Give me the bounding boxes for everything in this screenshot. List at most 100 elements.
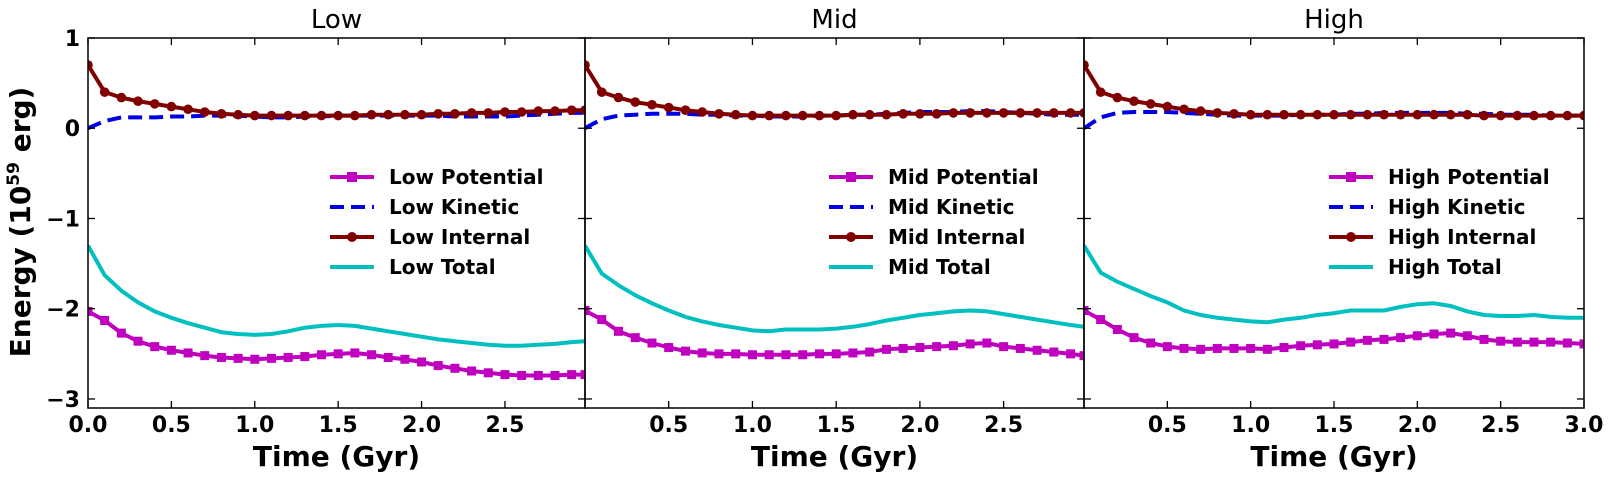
potential-marker: [1079, 351, 1084, 361]
axes-frame: [1083, 37, 1585, 409]
potential-marker: [1032, 345, 1042, 355]
legend-label: Low Internal: [389, 225, 530, 249]
potential-marker: [88, 306, 93, 316]
potential-marker: [300, 352, 310, 362]
x-tick-label: 2.5: [984, 413, 1023, 438]
potential-marker: [467, 366, 477, 376]
potential-marker: [1562, 338, 1572, 348]
internal-marker: [1195, 106, 1206, 116]
internal-marker: [764, 110, 774, 121]
potential-marker: [333, 349, 343, 359]
potential-marker: [1396, 333, 1406, 343]
internal-marker: [433, 109, 444, 119]
internal-marker: [1379, 109, 1389, 120]
potential-marker: [1229, 343, 1239, 353]
x-tick-label: 2.5: [485, 413, 524, 438]
internal-marker: [383, 109, 394, 120]
potential-marker: [1162, 342, 1172, 352]
internal-marker: [1112, 92, 1123, 103]
potential-marker: [1212, 343, 1222, 353]
potential-marker: [1546, 337, 1556, 347]
internal-marker: [1495, 110, 1506, 121]
internal-marker: [466, 108, 477, 118]
x-tick-label: 1.5: [817, 413, 856, 438]
y-tick-label: 0: [65, 117, 80, 142]
potential-marker: [200, 351, 210, 361]
internal-marker: [1084, 60, 1089, 70]
internal-marker: [714, 109, 724, 119]
series-line-total: [585, 244, 1084, 334]
internal-marker: [982, 108, 992, 118]
y-axis-label: Energy (1059 erg): [4, 87, 37, 358]
potential-marker: [647, 338, 657, 348]
potential-marker: [1346, 337, 1356, 347]
potential-marker: [1146, 338, 1156, 348]
legend-label: High Potential: [1388, 165, 1550, 189]
potential-marker: [848, 348, 858, 358]
series-line-total: [88, 244, 585, 348]
potential-marker: [1262, 344, 1272, 354]
internal-marker: [1362, 109, 1373, 120]
y-tick-label: −1: [46, 207, 80, 232]
internal-marker: [533, 106, 544, 116]
panel-title: Low: [311, 5, 362, 35]
x-axis-label: Time (Gyr): [751, 440, 918, 473]
internal-marker: [1032, 108, 1042, 118]
potential-marker: [400, 354, 410, 364]
internal-marker: [1229, 109, 1239, 119]
panel-mid: Mid 0.5 1.0 1.5 2.0 2.5 Time (Gyr) Mid Potentia…: [584, 5, 1085, 473]
potential-marker: [183, 348, 193, 358]
internal-marker: [116, 92, 127, 103]
x-tick-label: 2.5: [1481, 413, 1520, 438]
potential-marker: [1015, 343, 1025, 353]
internal-marker: [166, 101, 177, 112]
internal-marker: [400, 109, 410, 120]
legend-label: Mid Potential: [888, 165, 1039, 189]
potential-marker: [216, 352, 226, 362]
potential-marker: [1066, 349, 1076, 359]
legend-marker: [347, 232, 357, 242]
x-tick-label: 2.0: [900, 413, 939, 438]
internal-marker: [1445, 109, 1456, 120]
potential-marker: [166, 345, 176, 355]
internal-marker: [814, 110, 825, 121]
legend-label: Low Total: [389, 255, 496, 279]
legend-marker: [846, 232, 856, 242]
internal-marker: [1529, 110, 1539, 121]
internal-marker: [680, 105, 691, 115]
internal-marker: [1015, 108, 1026, 118]
internal-marker: [266, 110, 277, 121]
potential-marker: [915, 343, 925, 353]
potential-marker: [714, 349, 724, 359]
potential-marker: [1179, 343, 1189, 353]
internal-marker: [697, 107, 708, 117]
potential-marker: [283, 352, 293, 362]
internal-marker: [797, 110, 808, 121]
potential-marker: [500, 370, 510, 380]
potential-marker: [1096, 315, 1106, 325]
internal-marker: [1345, 109, 1356, 120]
internal-marker: [133, 96, 143, 106]
y-axis-label-unit: erg): [4, 87, 37, 162]
internal-marker: [1212, 108, 1223, 118]
internal-marker: [1479, 110, 1489, 121]
potential-marker: [1246, 343, 1256, 353]
potential-marker: [982, 338, 992, 348]
potential-marker: [585, 306, 590, 316]
potential-marker: [597, 315, 607, 325]
potential-marker: [1049, 347, 1059, 357]
internal-marker: [566, 105, 577, 115]
internal-marker: [915, 109, 925, 119]
y-axis-label-main: Energy (10: [4, 186, 37, 358]
potential-marker: [999, 342, 1009, 352]
internal-marker: [1262, 109, 1273, 120]
internal-marker: [183, 104, 193, 115]
x-tick-label: 0.5: [649, 413, 688, 438]
x-axis-label: Time (Gyr): [1250, 440, 1417, 473]
x-tick-label: 1.0: [1231, 413, 1270, 438]
internal-marker: [1279, 109, 1289, 120]
internal-marker: [300, 110, 310, 121]
panel-high: High 0.5 1.0 1.5 2.0 2.5 3.0 Time (Gyr) High Pot…: [1083, 5, 1603, 473]
potential-marker: [932, 342, 942, 352]
